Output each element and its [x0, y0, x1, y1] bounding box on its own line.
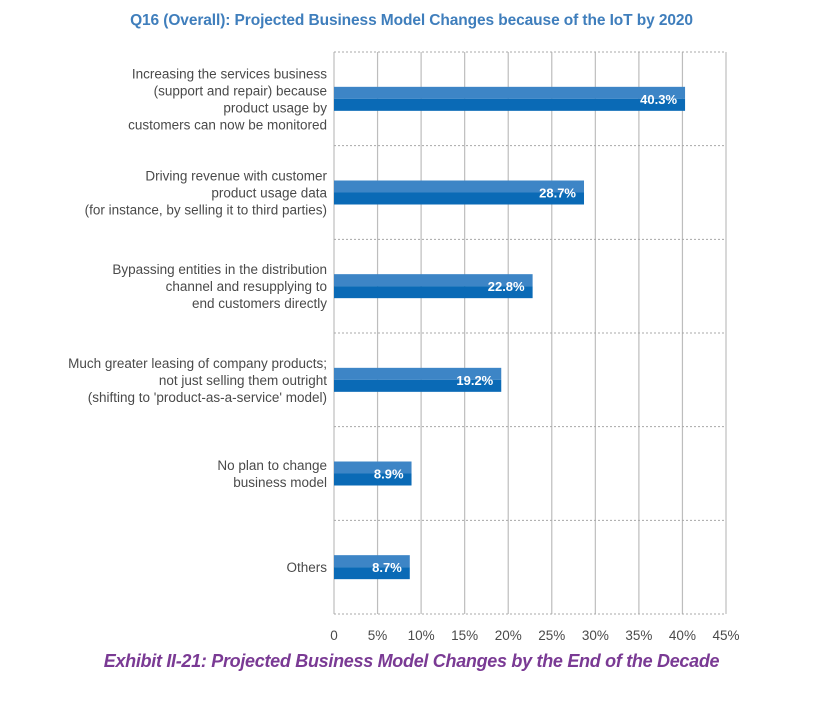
- category-label: Increasing the services business (support…: [128, 66, 327, 132]
- category-label: Much greater leasing of company products…: [68, 356, 327, 405]
- category-label-line: No plan to change: [217, 458, 327, 473]
- bar-top-half: [334, 461, 412, 474]
- bar: 8.7%: [334, 555, 410, 580]
- category-label-line: Bypassing entities in the distribution: [112, 262, 327, 277]
- data-label: 40.3%: [640, 92, 677, 107]
- x-axis-ticks: 0 5% 10% 15% 20% 25% 30% 35% 40% 45%: [330, 628, 739, 643]
- category-label: Driving revenue with customer product usa…: [85, 169, 328, 218]
- category-label-line: (support and repair) because: [154, 83, 327, 98]
- category-label-line: (for instance, by selling it to third pa…: [85, 203, 327, 218]
- category-label-line: end customers directly: [192, 296, 327, 311]
- x-tick-label: 40%: [669, 628, 696, 643]
- x-tick-label: 25%: [538, 628, 565, 643]
- bar-top-half: [334, 86, 686, 99]
- bar-top-half: [334, 180, 585, 193]
- bars: 40.3% 28.7% 22.8% 19.2% 8.9% 8.7%: [334, 86, 686, 580]
- category-label: Others: [286, 560, 327, 575]
- x-tick-label: 30%: [582, 628, 609, 643]
- x-tick-label: 5%: [368, 628, 388, 643]
- bar-bottom-half: [334, 379, 502, 392]
- data-label: 8.7%: [372, 560, 402, 575]
- category-label-line: channel and resupplying to: [166, 279, 327, 294]
- chart-title: Q16 (Overall): Projected Business Model …: [130, 12, 693, 29]
- data-label: 19.2%: [456, 373, 493, 388]
- category-label-line: (shifting to 'product-as-a-service' mode…: [88, 390, 327, 405]
- grid: [333, 51, 727, 615]
- category-label-line: Others: [286, 560, 327, 575]
- bar-bottom-half: [334, 567, 410, 580]
- bar: 28.7%: [334, 180, 585, 205]
- bar-top-half: [334, 555, 410, 568]
- bar: 19.2%: [334, 367, 502, 392]
- category-label-line: not just selling them outright: [159, 373, 327, 388]
- category-label-line: Much greater leasing of company products…: [68, 356, 327, 371]
- bar-bottom-half: [334, 192, 585, 205]
- bar: 40.3%: [334, 86, 686, 111]
- bar-bottom-half: [334, 473, 412, 486]
- data-label: 8.9%: [374, 467, 404, 482]
- category-label-line: product usage by: [223, 100, 327, 115]
- x-tick-label: 45%: [712, 628, 739, 643]
- category-label: Bypassing entities in the distribution ch…: [112, 262, 327, 311]
- category-label-line: business model: [233, 475, 327, 490]
- category-labels: Increasing the services business (support…: [68, 66, 327, 575]
- x-tick-label: 20%: [495, 628, 522, 643]
- exhibit-caption: Exhibit II-21: Projected Business Model …: [103, 651, 720, 671]
- x-tick-label: 35%: [625, 628, 652, 643]
- x-tick-label: 0: [330, 628, 338, 643]
- category-label: No plan to change business model: [217, 458, 327, 490]
- data-label: 28.7%: [539, 186, 576, 201]
- bar-bottom-half: [334, 286, 533, 299]
- bar-top-half: [334, 274, 533, 287]
- category-label-line: Increasing the services business: [132, 66, 327, 81]
- bar: 8.9%: [334, 461, 412, 486]
- category-label-line: Driving revenue with customer: [145, 169, 327, 184]
- category-label-line: product usage data: [211, 186, 327, 201]
- bar-top-half: [334, 367, 502, 380]
- x-tick-label: 10%: [408, 628, 435, 643]
- data-label: 22.8%: [488, 279, 525, 294]
- x-tick-label: 15%: [451, 628, 478, 643]
- bar: 22.8%: [334, 274, 533, 299]
- category-label-line: customers can now be monitored: [128, 117, 327, 132]
- bar-bottom-half: [334, 98, 686, 111]
